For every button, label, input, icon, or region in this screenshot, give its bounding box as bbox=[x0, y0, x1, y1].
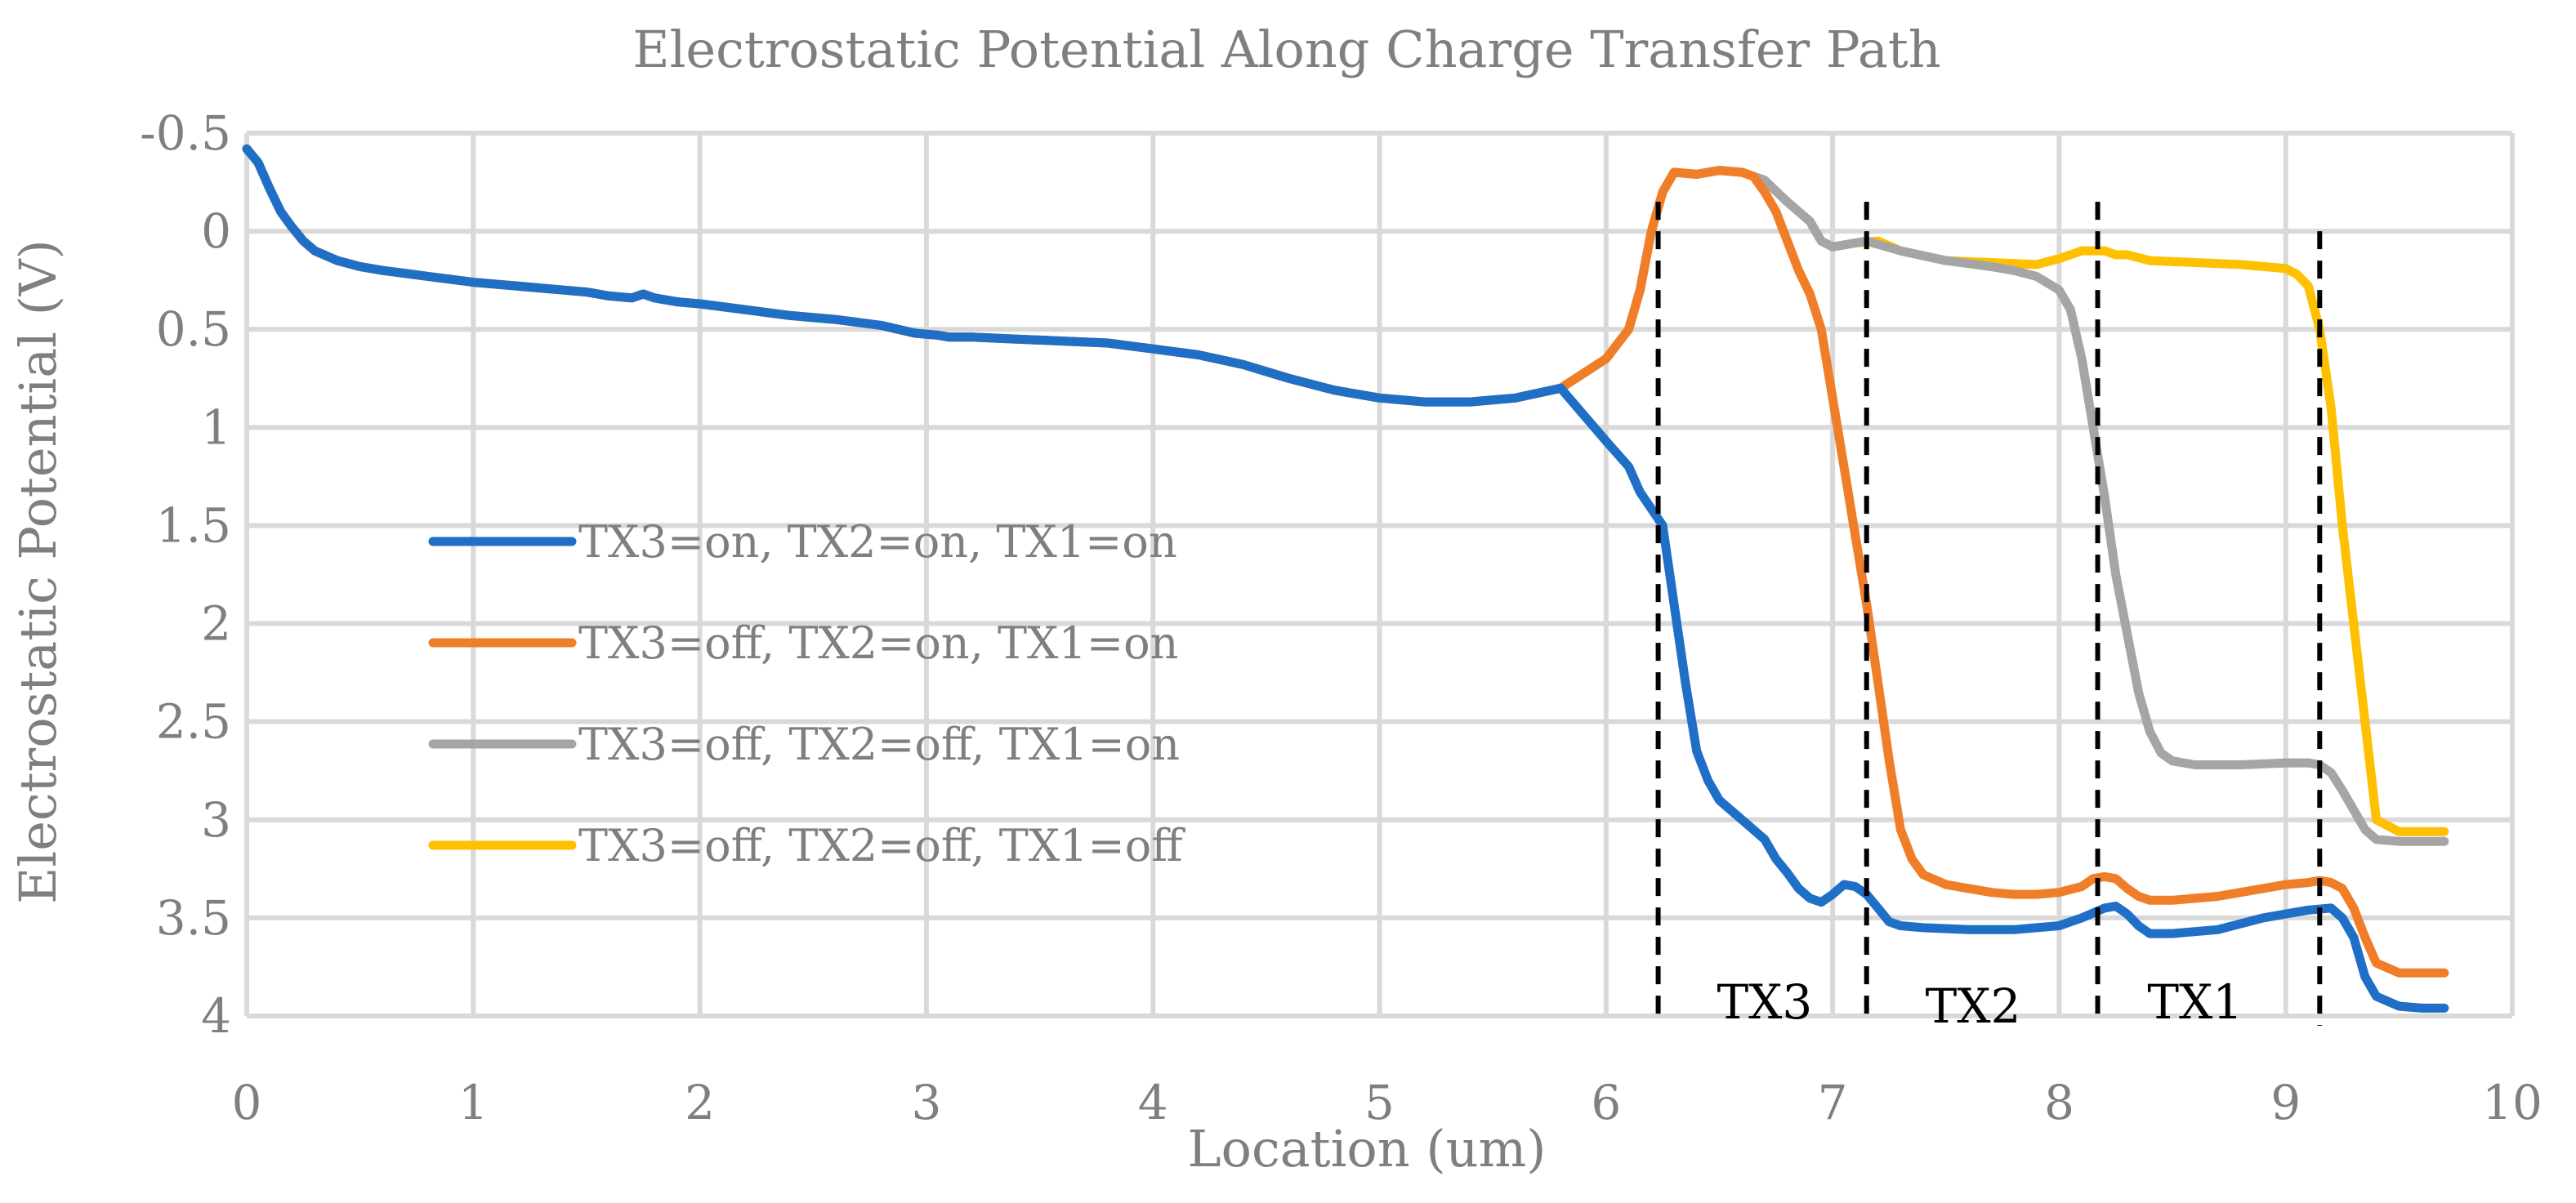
x-tick-label: 6 bbox=[1591, 1075, 1621, 1130]
y-tick-label: 0 bbox=[201, 203, 231, 259]
legend-label: TX3=on, TX2=on, TX1=on bbox=[578, 516, 1177, 568]
x-tick-label: 1 bbox=[458, 1075, 489, 1130]
region-label-tx2: TX2 bbox=[1926, 978, 2021, 1034]
x-tick-label: 5 bbox=[1364, 1075, 1395, 1130]
legend: TX3=on, TX2=on, TX1=on TX3=off, TX2=on, T… bbox=[428, 516, 1185, 871]
legend-label: TX3=off, TX2=off, TX1=off bbox=[578, 820, 1185, 871]
axis-tick-labels: 0 1 2 3 4 5 6 7 8 9 10 -0.5 0 0.5 1 1.5 2 2.5 3 3.5 4 bbox=[140, 105, 2543, 1130]
chart-title: Electrostatic Potential Along Charge Tra… bbox=[632, 20, 1940, 79]
region-label-tx1: TX1 bbox=[2147, 974, 2243, 1030]
x-tick-label: 8 bbox=[2044, 1075, 2074, 1130]
y-tick-label: 1.5 bbox=[156, 497, 231, 553]
x-tick-label: 0 bbox=[232, 1075, 262, 1130]
x-tick-label: 10 bbox=[2482, 1075, 2543, 1130]
x-tick-label: 3 bbox=[911, 1075, 941, 1130]
y-tick-label: 4 bbox=[201, 988, 231, 1044]
x-tick-label: 2 bbox=[685, 1075, 715, 1130]
y-tick-label: 0.5 bbox=[156, 301, 231, 357]
x-axis-title: Location (um) bbox=[1188, 1119, 1547, 1178]
region-labels: TX3 TX2 TX1 bbox=[1717, 974, 2243, 1034]
region-label-tx3: TX3 bbox=[1717, 974, 1812, 1030]
y-tick-label: 2 bbox=[201, 596, 231, 652]
y-tick-label: 2.5 bbox=[156, 694, 231, 750]
series-lines bbox=[242, 144, 2449, 1013]
legend-label: TX3=off, TX2=off, TX1=on bbox=[578, 719, 1180, 770]
y-axis-title: Electrostatic Potential (V) bbox=[8, 239, 68, 904]
dashed-region-markers bbox=[1655, 202, 2323, 1027]
y-tick-label: 3.5 bbox=[156, 890, 231, 946]
y-tick-label: 1 bbox=[201, 399, 231, 455]
y-tick-label: -0.5 bbox=[140, 105, 231, 161]
y-tick-label: 3 bbox=[201, 792, 231, 848]
series-line-1 bbox=[242, 144, 2449, 1013]
legend-label: TX3=off, TX2=on, TX1=on bbox=[578, 617, 1178, 669]
x-tick-label: 9 bbox=[2270, 1075, 2301, 1130]
x-tick-label: 7 bbox=[1818, 1075, 1848, 1130]
x-tick-label: 4 bbox=[1138, 1075, 1168, 1130]
